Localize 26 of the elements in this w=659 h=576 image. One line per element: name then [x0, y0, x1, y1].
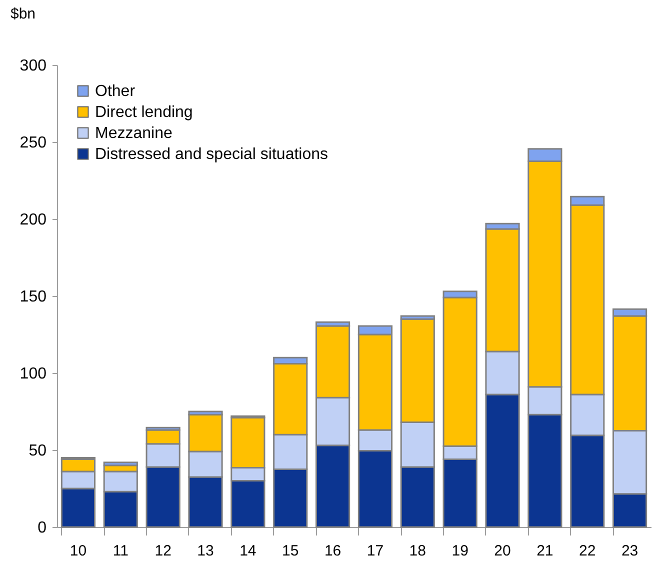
x-tick-label: 20	[494, 542, 511, 560]
x-tick-label: 23	[621, 542, 638, 560]
x-tick-label: 21	[536, 542, 554, 560]
y-tick-label: 300	[20, 58, 47, 74]
y-tick-label: 150	[20, 288, 47, 306]
y-tick-label: 100	[20, 366, 47, 382]
x-tick-label: 19	[452, 542, 468, 560]
x-tick-label: 22	[579, 542, 596, 560]
legend-label: Mezzanine	[95, 125, 172, 142]
y-tick-label: 50	[28, 442, 47, 460]
x-tick-label: 12	[154, 542, 172, 560]
x-tick-label: 10	[70, 542, 87, 560]
x-tick-label: 16	[324, 542, 342, 560]
y-tick-label: 250	[20, 134, 47, 152]
y-tick-label: 0	[38, 520, 47, 536]
y-axis-title: $bn	[10, 6, 36, 22]
legend-label: Direct lending	[95, 104, 193, 121]
y-tick-label: 200	[20, 212, 47, 228]
x-tick-label: 17	[366, 542, 384, 560]
legend-label: Other	[95, 83, 136, 100]
x-tick-label: 14	[240, 542, 256, 560]
x-tick-label: 11	[112, 542, 128, 560]
x-tick-label: 13	[197, 542, 214, 560]
x-tick-label: 15	[282, 542, 299, 560]
x-tick-label: 18	[409, 542, 426, 560]
legend-label: Distressed and special situations	[95, 146, 328, 163]
